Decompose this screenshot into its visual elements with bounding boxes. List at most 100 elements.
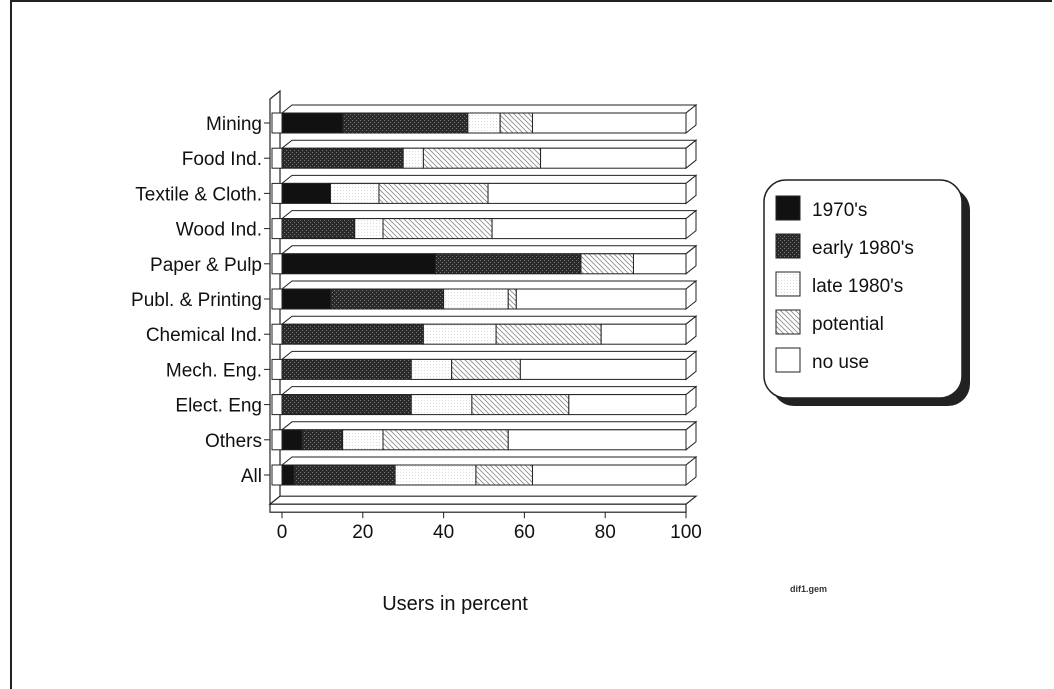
bar-segment — [507, 288, 517, 310]
category-label: Others — [205, 431, 262, 452]
bar-segment — [422, 147, 542, 169]
bar-segment — [467, 112, 501, 134]
category-label: Wood Ind. — [176, 220, 262, 241]
bar-top-face — [280, 139, 698, 149]
bar-stub — [271, 147, 283, 169]
bar-top-face — [280, 174, 698, 184]
legend-label: 1970's — [812, 200, 867, 221]
x-tick-label: 80 — [595, 522, 616, 543]
category-label: Elect. Eng — [175, 396, 262, 417]
bar-segment — [507, 429, 687, 451]
bar-top-face — [280, 210, 698, 220]
x-tick-label: 100 — [670, 522, 702, 543]
x-tick-label: 40 — [433, 522, 454, 543]
bar-row — [271, 139, 698, 170]
bar-segment — [281, 147, 404, 169]
bar-segment — [519, 358, 687, 380]
bar-segment — [382, 218, 493, 240]
bar-segment — [499, 112, 533, 134]
bar-segment — [281, 358, 412, 380]
legend-label: late 1980's — [812, 276, 903, 297]
x-axis: 0 20 40 60 80 100 — [277, 512, 702, 543]
bar-segment — [342, 112, 469, 134]
bar-top-face — [280, 421, 698, 431]
category-label: Chemical Ind. — [146, 325, 262, 346]
category-label: Textile & Cloth. — [135, 184, 262, 205]
bar-row — [271, 420, 698, 451]
plot-area — [268, 89, 698, 513]
file-tag: dif1.gem — [790, 584, 828, 594]
bar-segment — [410, 358, 453, 380]
bar-segment — [329, 182, 380, 204]
category-label: All — [241, 466, 262, 487]
bar-segment — [281, 253, 437, 275]
bar-row — [271, 350, 698, 381]
axis-floor — [268, 495, 698, 505]
bar-top-face — [280, 456, 698, 466]
bar-segment — [342, 429, 384, 451]
category-label: Publ. & Printing — [131, 290, 262, 311]
bar-row — [271, 174, 698, 205]
bar-stub — [271, 394, 283, 416]
legend-label: early 1980's — [812, 238, 914, 259]
bar-segment — [531, 112, 687, 134]
bar-row — [271, 103, 698, 135]
bar-segment — [487, 182, 687, 204]
bar-segment — [281, 429, 303, 451]
legend-label: potential — [812, 314, 884, 335]
bar-stub — [271, 182, 283, 204]
bar-top-face — [280, 315, 698, 325]
legend-swatch — [775, 195, 801, 221]
bar-segment — [293, 464, 396, 486]
x-tick-label: 0 — [277, 522, 288, 543]
legend-swatch — [775, 233, 801, 259]
bar-segment — [580, 253, 634, 275]
bar-segment — [281, 323, 424, 345]
bar-row — [271, 209, 698, 240]
bar-segment — [471, 394, 570, 416]
bar-segment — [451, 358, 521, 380]
bar-row — [271, 385, 698, 416]
legend-swatch — [775, 347, 801, 373]
x-tick-label: 20 — [352, 522, 373, 543]
bar-segment — [600, 323, 687, 345]
bar-segment — [329, 288, 445, 310]
legend: 1970's early 1980's late 1980's potential no… — [763, 179, 970, 406]
bar-row — [271, 244, 698, 275]
bar-stub — [271, 464, 283, 486]
bar-top-face — [280, 104, 698, 114]
bar-row — [271, 279, 698, 311]
bar-segment — [281, 464, 295, 486]
bar-segment — [568, 394, 687, 416]
bar-segment — [443, 288, 509, 310]
bar-segment — [540, 147, 687, 169]
bar-stub — [271, 323, 283, 345]
bar-stub — [271, 218, 283, 240]
bar-segment — [281, 394, 412, 416]
legend-box — [763, 179, 963, 399]
bar-segment — [422, 323, 497, 345]
category-label: Mining — [206, 114, 262, 135]
bar-stub — [271, 253, 283, 275]
axis-base — [269, 503, 687, 513]
bar-segment — [354, 218, 384, 240]
bar-stub — [271, 358, 283, 380]
category-label: Paper & Pulp — [150, 255, 262, 276]
legend-swatch — [775, 271, 801, 297]
bar-segment — [382, 429, 509, 451]
bar-row — [271, 455, 698, 487]
bar-top-face — [280, 350, 698, 360]
bar-segment — [410, 394, 473, 416]
bar-segment — [281, 218, 356, 240]
bar-stub — [271, 429, 283, 451]
bar-segment — [495, 323, 602, 345]
bar-segment — [515, 288, 687, 310]
bar-segment — [301, 429, 344, 451]
x-axis-label: Users in percent — [382, 593, 528, 615]
bar-segment — [394, 464, 477, 486]
bar-top-face — [280, 245, 698, 255]
legend-label: no use — [812, 352, 869, 373]
bar-segment — [632, 253, 687, 275]
bar-row — [271, 315, 698, 346]
